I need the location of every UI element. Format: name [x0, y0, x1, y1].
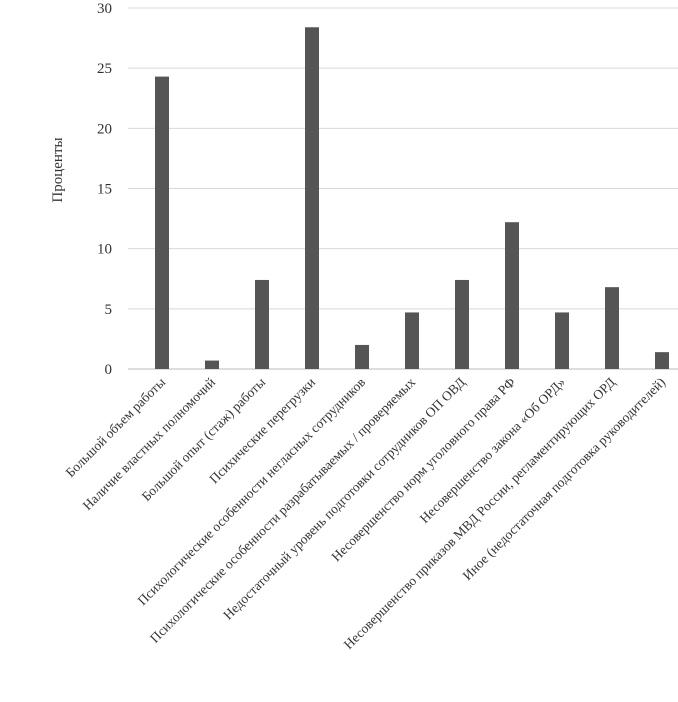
- bar: [605, 287, 619, 369]
- x-tick-label: Психологические особенности негласных со…: [134, 375, 368, 609]
- y-tick-label: 20: [97, 121, 112, 137]
- bar: [405, 312, 419, 369]
- bar: [355, 344, 369, 369]
- y-tick-label: 30: [97, 1, 112, 17]
- y-tick-label: 0: [105, 362, 113, 378]
- y-axis-label: Проценты: [50, 137, 66, 202]
- bar: [455, 279, 469, 369]
- x-tick-label: Большой объем работы: [63, 375, 169, 481]
- x-tick-label: Недостаточный уровень подготовки сотрудн…: [220, 375, 468, 623]
- bar: [555, 312, 569, 369]
- bar: [655, 352, 669, 369]
- y-axis-ticks: 0 5 10 15 20 25 30: [97, 1, 112, 378]
- gridlines: [128, 7, 678, 370]
- bar: [255, 279, 269, 369]
- bar: [205, 360, 219, 369]
- y-tick-label: 25: [97, 61, 112, 77]
- bar: [305, 27, 319, 370]
- y-tick-label: 5: [105, 302, 113, 318]
- bar: [505, 222, 519, 369]
- y-tick-label: 15: [97, 182, 112, 198]
- y-tick-label: 10: [97, 242, 112, 258]
- bar: [155, 76, 169, 369]
- x-tick-label: Несовершенство норм уголовного права РФ: [328, 374, 518, 564]
- bars: [155, 27, 669, 370]
